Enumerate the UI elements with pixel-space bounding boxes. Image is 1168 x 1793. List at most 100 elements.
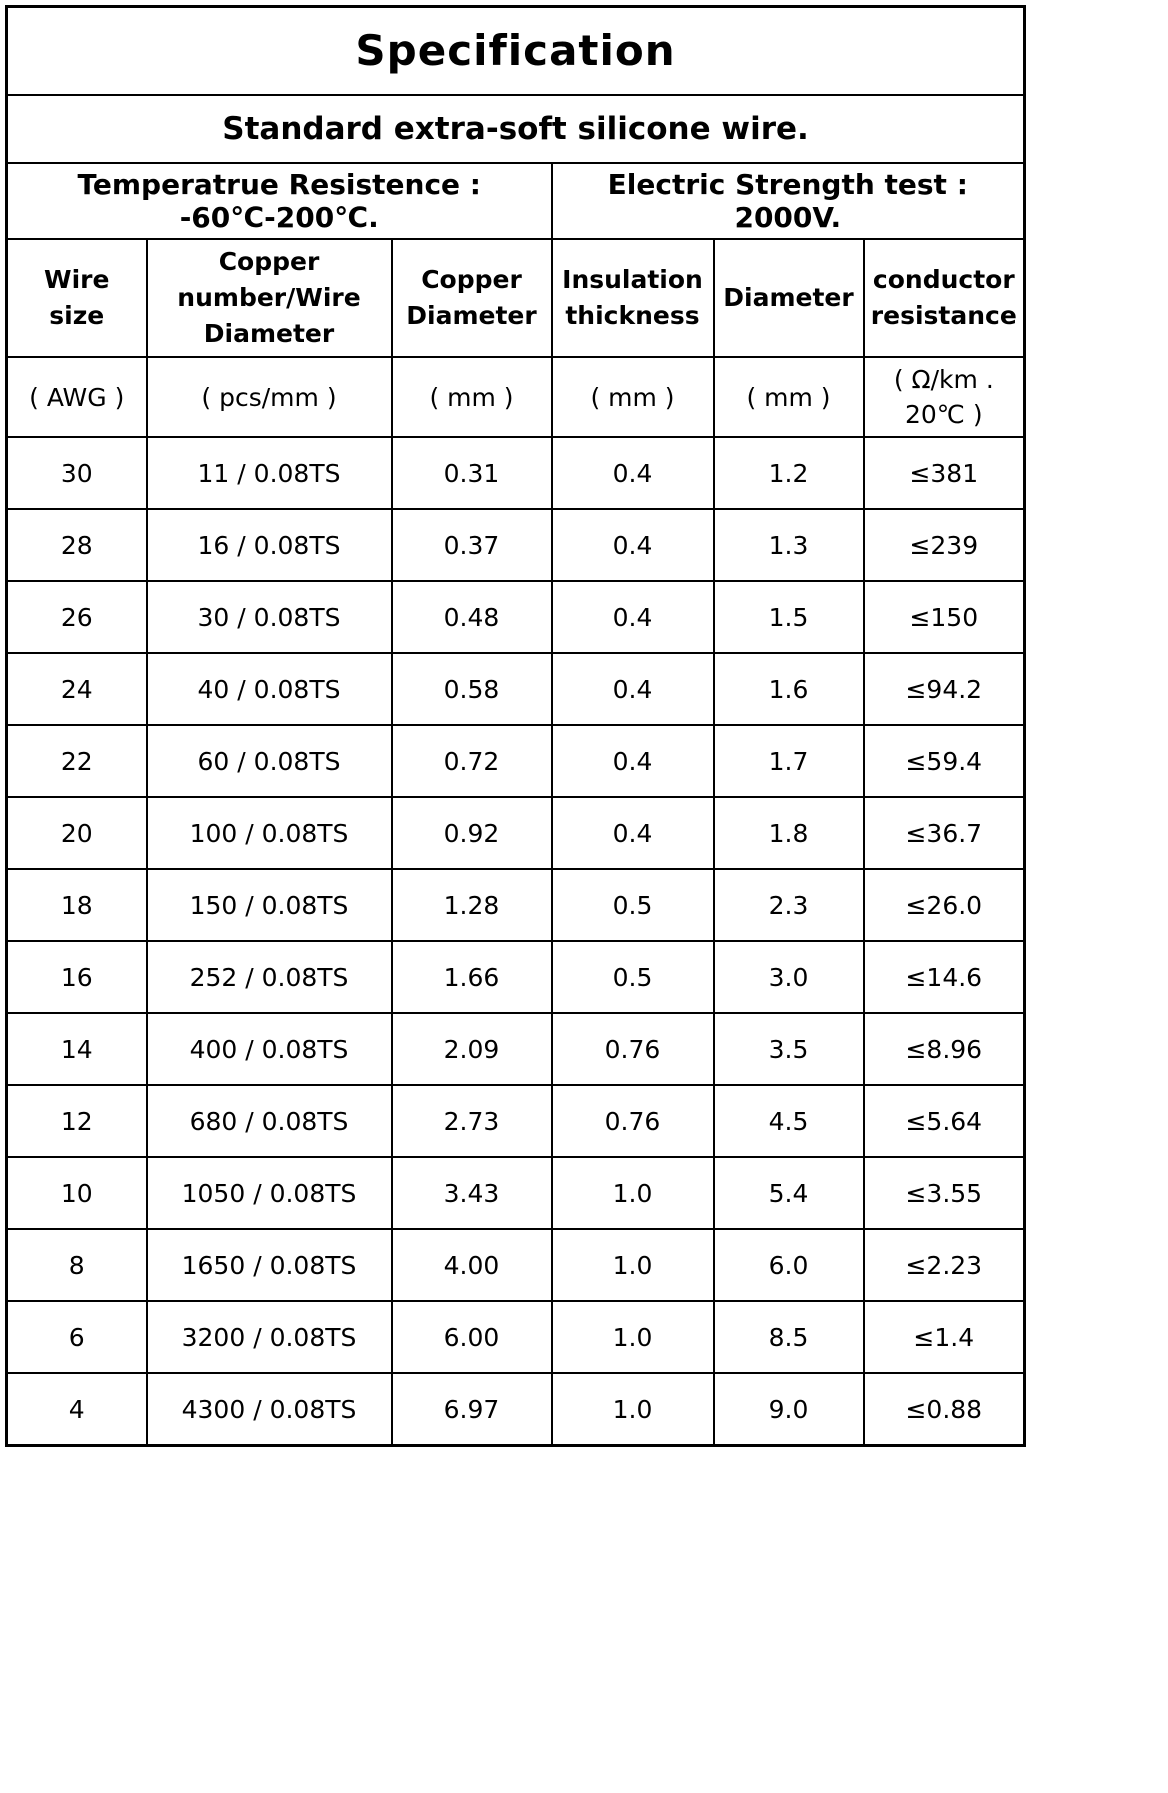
cell-copper-diameter: 1.28 <box>390 868 553 943</box>
table-row: 6 3200 / 0.08TS 6.00 1.0 8.5 ≤1.4 <box>5 1300 1026 1375</box>
cell-insulation-thickness: 0.5 <box>550 940 715 1015</box>
table-row: 26 30 / 0.08TS 0.48 0.4 1.5 ≤150 <box>5 580 1026 655</box>
cell-wire-size: 26 <box>5 580 148 655</box>
cell-insulation-thickness: 0.4 <box>550 580 715 655</box>
cell-copper-number: 400 / 0.08TS <box>145 1012 393 1087</box>
cell-insulation-thickness: 0.4 <box>550 508 715 583</box>
unit-conductor-resistance: ( Ω/km . 20℃ ) <box>862 356 1026 439</box>
subtitle: Standard extra-soft silicone wire. <box>5 93 1026 164</box>
cell-copper-diameter: 0.72 <box>390 724 553 799</box>
table-row: 12 680 / 0.08TS 2.73 0.76 4.5 ≤5.64 <box>5 1084 1026 1159</box>
cell-diameter: 8.5 <box>712 1300 865 1375</box>
cell-insulation-thickness: 0.4 <box>550 436 715 511</box>
table-row: 24 40 / 0.08TS 0.58 0.4 1.6 ≤94.2 <box>5 652 1026 727</box>
cell-copper-number: 1650 / 0.08TS <box>145 1228 393 1303</box>
col-header-conductor-resistance: conductor resistance <box>862 237 1026 359</box>
conditions-row: Temperatrue Resistence : -60℃-200℃. Elec… <box>5 161 1026 240</box>
unit-copper-diameter: ( mm ) <box>390 356 553 439</box>
cell-diameter: 1.5 <box>712 580 865 655</box>
cell-insulation-thickness: 1.0 <box>550 1156 715 1231</box>
cell-wire-size: 12 <box>5 1084 148 1159</box>
cell-diameter: 1.2 <box>712 436 865 511</box>
cell-wire-size: 14 <box>5 1012 148 1087</box>
cell-diameter: 4.5 <box>712 1084 865 1159</box>
cell-diameter: 3.5 <box>712 1012 865 1087</box>
cell-copper-number: 11 / 0.08TS <box>145 436 393 511</box>
cell-insulation-thickness: 0.4 <box>550 652 715 727</box>
cell-copper-diameter: 0.58 <box>390 652 553 727</box>
cell-diameter: 5.4 <box>712 1156 865 1231</box>
cell-wire-size: 20 <box>5 796 148 871</box>
cell-copper-diameter: 0.37 <box>390 508 553 583</box>
cell-wire-size: 24 <box>5 652 148 727</box>
col-header-wire-size: Wire size <box>5 237 148 359</box>
cell-wire-size: 22 <box>5 724 148 799</box>
unit-diameter: ( mm ) <box>712 356 865 439</box>
col-header-copper-number: Copper number/Wire Diameter <box>145 237 393 359</box>
cell-diameter: 9.0 <box>712 1372 865 1447</box>
cell-copper-diameter: 0.31 <box>390 436 553 511</box>
cell-wire-size: 16 <box>5 940 148 1015</box>
cell-conductor-resistance: ≤94.2 <box>862 652 1026 727</box>
temperature-resistance-label: Temperatrue Resistence : -60℃-200℃. <box>5 161 553 240</box>
table-row: 8 1650 / 0.08TS 4.00 1.0 6.0 ≤2.23 <box>5 1228 1026 1303</box>
cell-copper-number: 40 / 0.08TS <box>145 652 393 727</box>
cell-conductor-resistance: ≤381 <box>862 436 1026 511</box>
table-row: 20 100 / 0.08TS 0.92 0.4 1.8 ≤36.7 <box>5 796 1026 871</box>
cell-copper-number: 3200 / 0.08TS <box>145 1300 393 1375</box>
cell-diameter: 1.7 <box>712 724 865 799</box>
cell-conductor-resistance: ≤8.96 <box>862 1012 1026 1087</box>
unit-copper-number: ( pcs/mm ) <box>145 356 393 439</box>
cell-copper-number: 30 / 0.08TS <box>145 580 393 655</box>
unit-insulation-thickness: ( mm ) <box>550 356 715 439</box>
col-header-diameter: Diameter <box>712 237 865 359</box>
spec-table: Specification Standard extra-soft silico… <box>5 5 1027 1447</box>
electric-strength-test-label: Electric Strength test : 2000V. <box>550 161 1026 240</box>
cell-copper-number: 60 / 0.08TS <box>145 724 393 799</box>
specification-sheet: Specification Standard extra-soft silico… <box>5 5 1027 1447</box>
table-row: 10 1050 / 0.08TS 3.43 1.0 5.4 ≤3.55 <box>5 1156 1026 1231</box>
cell-copper-diameter: 6.97 <box>390 1372 553 1447</box>
table-row: 30 11 / 0.08TS 0.31 0.4 1.2 ≤381 <box>5 436 1026 511</box>
cell-insulation-thickness: 0.5 <box>550 868 715 943</box>
cell-copper-diameter: 2.09 <box>390 1012 553 1087</box>
cell-diameter: 2.3 <box>712 868 865 943</box>
cell-wire-size: 6 <box>5 1300 148 1375</box>
table-row: 16 252 / 0.08TS 1.66 0.5 3.0 ≤14.6 <box>5 940 1026 1015</box>
cell-conductor-resistance: ≤36.7 <box>862 796 1026 871</box>
cell-wire-size: 28 <box>5 508 148 583</box>
table-row: 14 400 / 0.08TS 2.09 0.76 3.5 ≤8.96 <box>5 1012 1026 1087</box>
cell-copper-diameter: 3.43 <box>390 1156 553 1231</box>
cell-conductor-resistance: ≤3.55 <box>862 1156 1026 1231</box>
cell-conductor-resistance: ≤26.0 <box>862 868 1026 943</box>
page-title: Specification <box>5 5 1026 96</box>
cell-wire-size: 10 <box>5 1156 148 1231</box>
cell-conductor-resistance: ≤0.88 <box>862 1372 1026 1447</box>
cell-copper-number: 1050 / 0.08TS <box>145 1156 393 1231</box>
cell-conductor-resistance: ≤14.6 <box>862 940 1026 1015</box>
cell-wire-size: 18 <box>5 868 148 943</box>
table-row: 18 150 / 0.08TS 1.28 0.5 2.3 ≤26.0 <box>5 868 1026 943</box>
cell-conductor-resistance: ≤1.4 <box>862 1300 1026 1375</box>
cell-copper-number: 252 / 0.08TS <box>145 940 393 1015</box>
cell-wire-size: 4 <box>5 1372 148 1447</box>
cell-copper-diameter: 6.00 <box>390 1300 553 1375</box>
unit-wire-size: ( AWG ) <box>5 356 148 439</box>
cell-insulation-thickness: 1.0 <box>550 1228 715 1303</box>
cell-conductor-resistance: ≤239 <box>862 508 1026 583</box>
cell-copper-number: 4300 / 0.08TS <box>145 1372 393 1447</box>
cell-insulation-thickness: 0.76 <box>550 1084 715 1159</box>
table-header-row: Wire size Copper number/Wire Diameter Co… <box>5 237 1026 359</box>
cell-insulation-thickness: 0.4 <box>550 796 715 871</box>
table-row: 22 60 / 0.08TS 0.72 0.4 1.7 ≤59.4 <box>5 724 1026 799</box>
cell-diameter: 1.6 <box>712 652 865 727</box>
title-row: Specification <box>5 5 1026 96</box>
cell-diameter: 1.3 <box>712 508 865 583</box>
cell-copper-number: 100 / 0.08TS <box>145 796 393 871</box>
cell-insulation-thickness: 1.0 <box>550 1372 715 1447</box>
cell-diameter: 6.0 <box>712 1228 865 1303</box>
cell-copper-diameter: 4.00 <box>390 1228 553 1303</box>
cell-conductor-resistance: ≤2.23 <box>862 1228 1026 1303</box>
cell-diameter: 3.0 <box>712 940 865 1015</box>
cell-conductor-resistance: ≤59.4 <box>862 724 1026 799</box>
